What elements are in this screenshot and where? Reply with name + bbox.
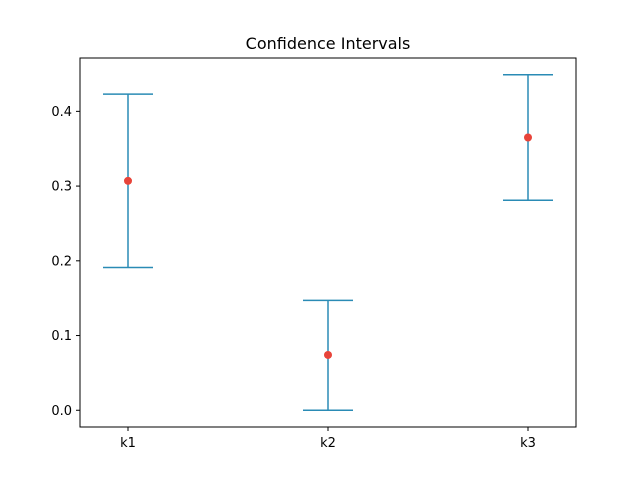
y-tick-label: 0.0 bbox=[51, 404, 72, 419]
x-tick-label: k1 bbox=[120, 436, 136, 451]
x-tick-label: k3 bbox=[520, 436, 536, 451]
y-tick-label: 0.3 bbox=[51, 180, 72, 195]
y-tick-label: 0.1 bbox=[51, 329, 72, 344]
chart-title: Confidence Intervals bbox=[246, 34, 411, 53]
plot-area: 0.0 0.1 0.2 0.3 0.4 k1 k2 k3 bbox=[51, 73, 553, 451]
y-tick-label: 0.2 bbox=[51, 254, 72, 269]
axes-frame bbox=[79, 57, 577, 428]
y-tick-label: 0.4 bbox=[51, 105, 72, 120]
data-point bbox=[324, 350, 332, 359]
data-point bbox=[124, 176, 132, 185]
x-tick-label: k2 bbox=[320, 436, 336, 451]
data-point bbox=[524, 133, 532, 142]
